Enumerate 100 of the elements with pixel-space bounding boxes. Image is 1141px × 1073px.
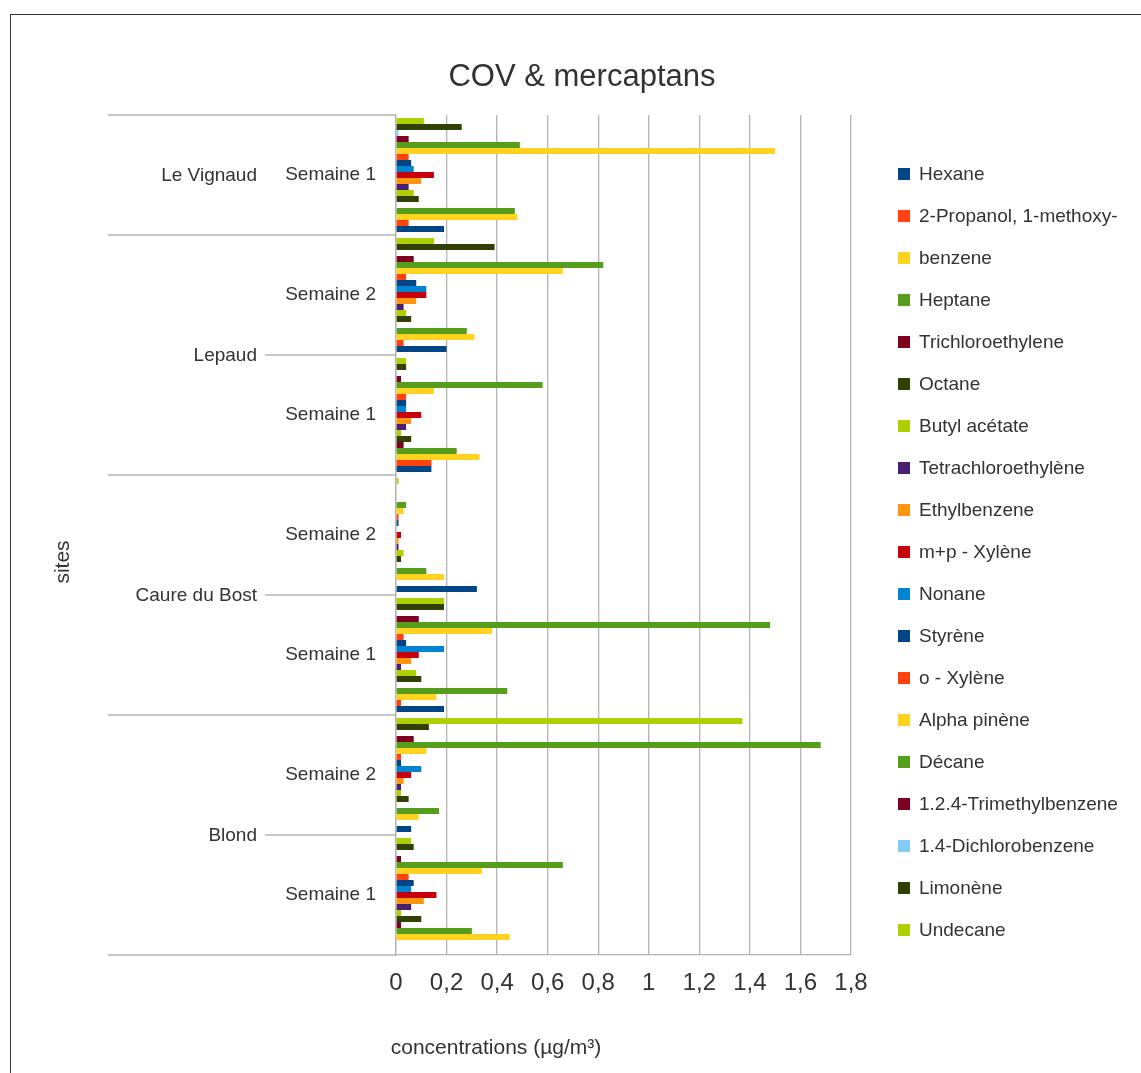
bar <box>396 346 447 352</box>
bar <box>396 874 409 880</box>
bar <box>396 178 422 184</box>
bar <box>396 574 445 580</box>
bar <box>396 622 771 628</box>
bar <box>396 628 493 634</box>
bar <box>396 142 520 148</box>
bar <box>396 166 414 172</box>
bar <box>396 862 563 868</box>
bar <box>396 754 402 760</box>
y-tick-label: Semaine 2 <box>285 763 376 785</box>
bar <box>396 460 432 466</box>
legend-label: Limonène <box>919 877 1004 899</box>
bar <box>396 694 437 700</box>
y-tick-label: Semaine 2 <box>285 523 376 545</box>
x-tick-label: 0,2 <box>429 968 464 996</box>
bar <box>396 406 407 412</box>
bar <box>396 190 414 196</box>
bar <box>396 220 409 226</box>
bar <box>396 868 482 874</box>
bar <box>396 766 422 772</box>
bar <box>396 160 412 166</box>
bar <box>396 412 422 418</box>
legend-label: Alpha pinène <box>919 709 1031 731</box>
bar <box>396 784 402 790</box>
x-tick-label: 0,8 <box>581 968 615 996</box>
chart-title: COV & mercaptans <box>447 58 717 94</box>
bar <box>396 550 404 556</box>
bar <box>396 328 467 334</box>
x-tick-label: 1,6 <box>783 968 818 996</box>
bar <box>396 172 434 178</box>
bar <box>396 196 419 202</box>
legend-label: benzene <box>919 247 993 269</box>
y-tick-label: Semaine 1 <box>285 403 376 425</box>
bar <box>396 742 821 748</box>
bar <box>396 184 409 190</box>
bar <box>396 898 424 904</box>
bar <box>396 364 407 370</box>
x-tick-label: 0,6 <box>530 968 565 996</box>
legend-label: Butyl acétate <box>919 415 1030 437</box>
legend-label: Ethylbenzene <box>919 499 1036 521</box>
x-tick-label: 0,4 <box>480 968 514 996</box>
legend-label: Nonane <box>919 583 987 605</box>
legend-label: Heptane <box>919 289 992 311</box>
bar <box>396 292 427 298</box>
bar <box>396 772 412 778</box>
bar <box>396 670 417 676</box>
bar <box>396 358 407 364</box>
bar <box>396 634 404 640</box>
bar <box>396 136 409 142</box>
bar <box>396 394 407 400</box>
bar <box>396 280 417 286</box>
bar <box>396 508 404 514</box>
bar <box>396 436 412 442</box>
bar <box>396 586 477 592</box>
bar <box>396 604 445 610</box>
legend-label: 2-Propanol, 1-methoxy- <box>919 205 1119 227</box>
bar <box>396 244 495 250</box>
bar <box>396 424 407 430</box>
bar <box>396 790 402 796</box>
bar <box>396 916 422 922</box>
bar <box>396 826 412 832</box>
bar <box>396 844 414 850</box>
y-tick-label: Semaine 2 <box>285 283 376 305</box>
legend-label: m+p - Xylène <box>919 541 1033 563</box>
bar <box>396 154 409 160</box>
bar <box>396 454 480 460</box>
bar <box>396 256 414 262</box>
bar <box>396 556 402 562</box>
x-axis-title: concentrations (µg/m³) <box>389 1035 603 1059</box>
legend-label: Styrène <box>919 625 986 647</box>
bar <box>396 298 417 304</box>
bar <box>396 466 432 472</box>
legend-label: o - Xylène <box>919 667 1006 689</box>
bar <box>396 286 427 292</box>
bar <box>396 880 414 886</box>
bar <box>396 706 445 712</box>
bar <box>396 214 518 220</box>
bar <box>396 568 427 574</box>
bar <box>396 646 445 652</box>
bar <box>396 700 402 706</box>
bar <box>396 334 475 340</box>
bar <box>396 718 743 724</box>
y-tick-label: Semaine 1 <box>285 163 376 185</box>
bar <box>396 796 409 802</box>
bar <box>396 118 424 124</box>
bar <box>396 442 404 448</box>
bar <box>396 922 402 928</box>
bar <box>396 448 457 454</box>
y-tick-label: Semaine 1 <box>285 643 376 665</box>
bar <box>396 274 407 280</box>
bar <box>396 148 776 154</box>
bar <box>396 268 563 274</box>
bar <box>396 676 422 682</box>
bar <box>396 208 515 214</box>
bar <box>396 238 434 244</box>
x-tick-label: 1,8 <box>834 968 868 996</box>
legend-label: Tetrachloroethylène <box>919 457 1086 479</box>
bar <box>396 616 419 622</box>
text: Caure du Bost <box>135 584 257 606</box>
